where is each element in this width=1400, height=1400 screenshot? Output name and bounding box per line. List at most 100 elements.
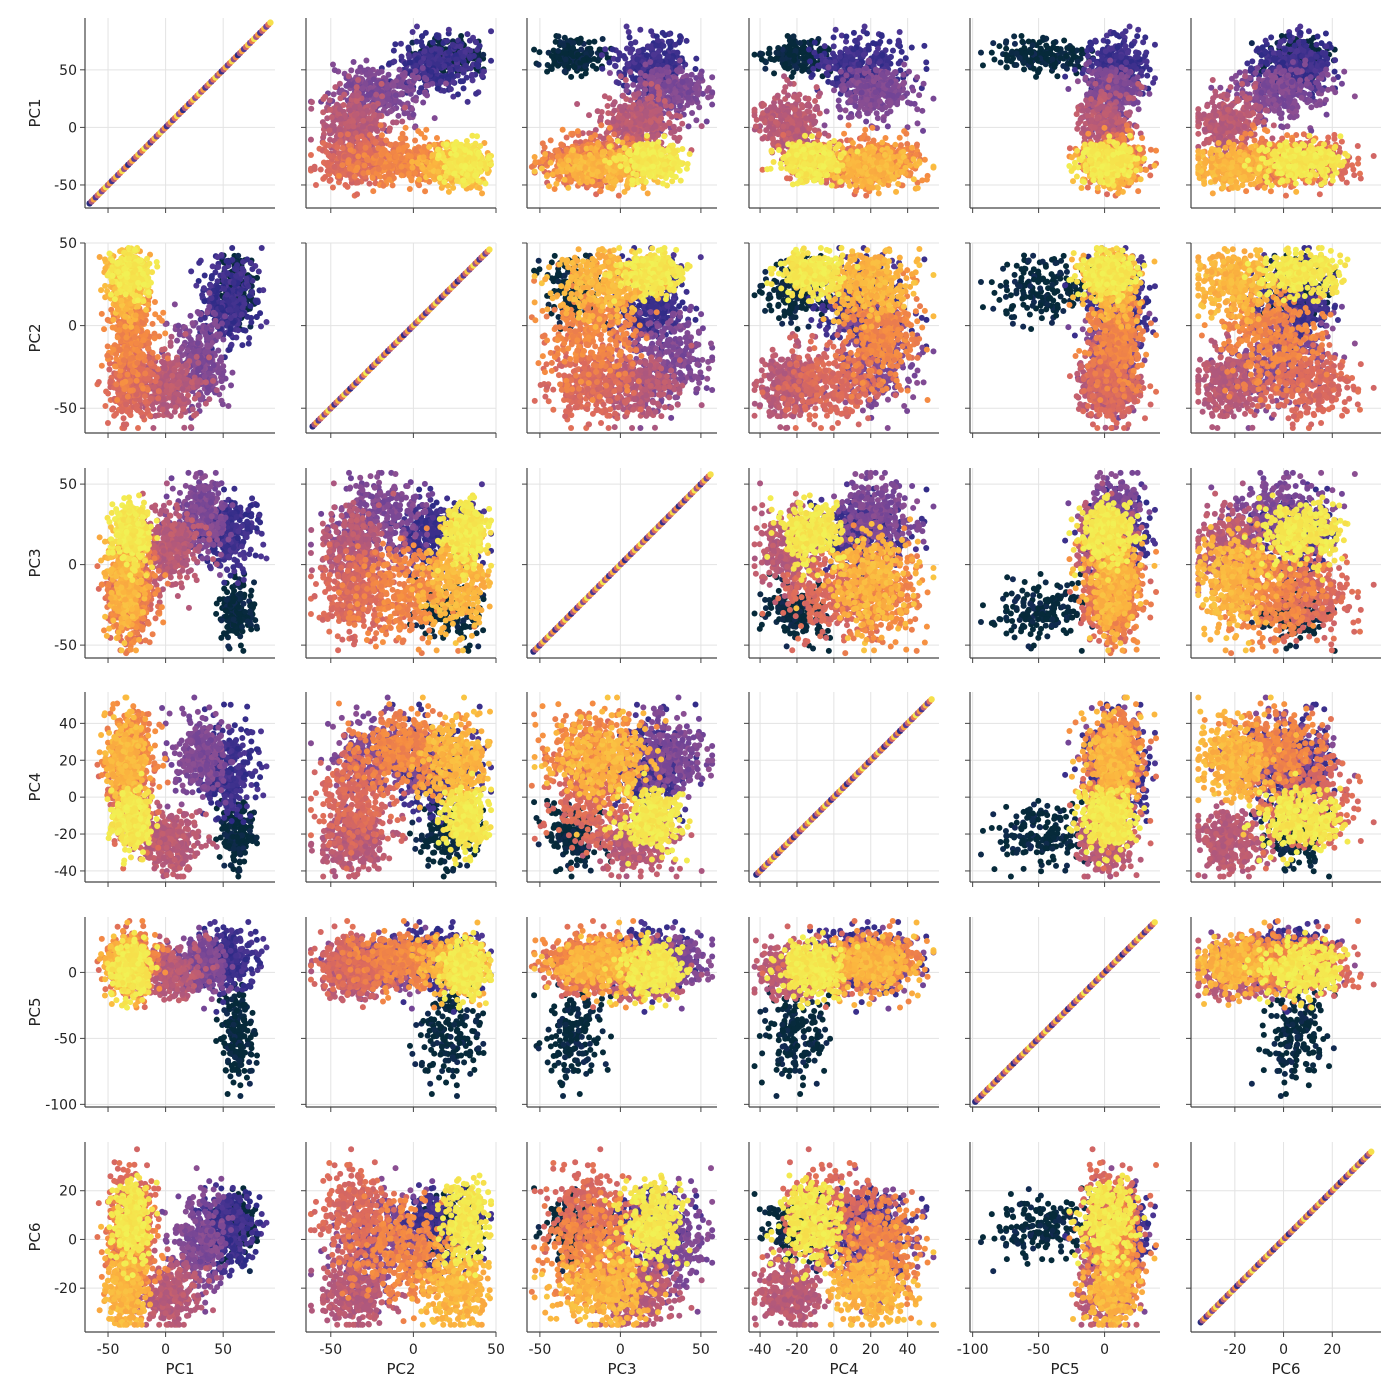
data-point bbox=[396, 99, 402, 105]
data-point bbox=[320, 96, 326, 102]
data-point bbox=[391, 48, 397, 54]
data-point bbox=[348, 82, 354, 88]
data-point bbox=[331, 91, 337, 97]
data-point bbox=[396, 147, 402, 153]
data-point bbox=[414, 24, 420, 30]
data-point bbox=[387, 108, 393, 114]
data-point bbox=[336, 173, 342, 179]
data-point bbox=[365, 92, 371, 98]
data-point bbox=[360, 170, 366, 176]
data-point bbox=[329, 114, 335, 120]
data-point bbox=[423, 127, 429, 133]
y-tick-label: -50 bbox=[54, 178, 77, 194]
data-point bbox=[413, 63, 419, 69]
data-point bbox=[434, 135, 440, 141]
data-point bbox=[385, 152, 391, 158]
data-point bbox=[357, 144, 363, 150]
data-point bbox=[337, 126, 343, 132]
data-point bbox=[352, 104, 358, 110]
data-point bbox=[422, 91, 428, 97]
data-point bbox=[464, 31, 470, 37]
data-point bbox=[438, 79, 444, 85]
data-point bbox=[338, 132, 344, 138]
data-point bbox=[387, 142, 393, 148]
data-point bbox=[334, 145, 340, 151]
data-point bbox=[435, 86, 441, 92]
data-point bbox=[423, 30, 429, 36]
data-point bbox=[362, 137, 368, 143]
data-point bbox=[401, 84, 407, 90]
data-point bbox=[407, 186, 413, 192]
data-point bbox=[336, 150, 342, 156]
data-point bbox=[443, 81, 449, 87]
data-point bbox=[354, 191, 360, 197]
data-point bbox=[409, 165, 415, 171]
data-point bbox=[376, 113, 382, 119]
data-point bbox=[405, 153, 411, 159]
data-point bbox=[438, 49, 444, 55]
data-point bbox=[401, 145, 407, 151]
data-point bbox=[355, 180, 361, 186]
data-point bbox=[399, 72, 405, 78]
data-point bbox=[416, 177, 422, 183]
data-point bbox=[422, 135, 428, 141]
data-point bbox=[347, 166, 353, 172]
data-point bbox=[386, 102, 392, 108]
diagonal-point bbox=[267, 19, 273, 25]
data-point bbox=[312, 166, 318, 172]
data-point bbox=[368, 125, 374, 131]
data-point bbox=[345, 160, 351, 166]
data-point bbox=[397, 67, 403, 73]
data-point bbox=[349, 136, 355, 142]
data-point bbox=[444, 141, 450, 147]
data-point bbox=[337, 106, 343, 112]
data-point bbox=[461, 85, 467, 91]
data-point bbox=[386, 72, 392, 78]
data-point bbox=[330, 185, 336, 191]
data-point bbox=[342, 182, 348, 188]
data-point bbox=[371, 104, 377, 110]
data-point bbox=[354, 98, 360, 104]
y-tick-label: 50 bbox=[59, 63, 77, 79]
data-point bbox=[345, 131, 351, 137]
data-point bbox=[373, 153, 379, 159]
data-point bbox=[465, 99, 471, 105]
data-point bbox=[327, 153, 333, 159]
data-point bbox=[352, 174, 358, 180]
data-point bbox=[426, 60, 432, 66]
data-point bbox=[414, 159, 420, 165]
data-point bbox=[413, 147, 419, 153]
data-point bbox=[376, 70, 382, 76]
data-point bbox=[406, 171, 412, 177]
data-point bbox=[432, 115, 438, 121]
data-point bbox=[444, 38, 450, 44]
data-point bbox=[406, 46, 412, 52]
data-point bbox=[474, 133, 480, 139]
data-point bbox=[380, 183, 386, 189]
data-point bbox=[434, 32, 440, 38]
data-point bbox=[430, 152, 436, 158]
data-point bbox=[320, 176, 326, 182]
data-point bbox=[387, 125, 393, 131]
data-point bbox=[447, 66, 453, 72]
data-point bbox=[460, 54, 466, 60]
data-point bbox=[391, 83, 397, 89]
data-point bbox=[373, 127, 379, 133]
data-point bbox=[467, 38, 473, 44]
data-point bbox=[327, 107, 333, 113]
data-point bbox=[386, 170, 392, 176]
data-point bbox=[428, 69, 434, 75]
data-point bbox=[410, 112, 416, 118]
data-point bbox=[479, 190, 485, 196]
data-point bbox=[441, 179, 447, 185]
data-point bbox=[470, 77, 476, 83]
data-point bbox=[332, 84, 338, 90]
data-point bbox=[399, 155, 405, 161]
data-point bbox=[378, 122, 384, 128]
data-point bbox=[339, 162, 345, 168]
data-point bbox=[441, 88, 447, 94]
data-point bbox=[350, 123, 356, 129]
data-point bbox=[480, 52, 486, 58]
data-point bbox=[347, 107, 353, 113]
